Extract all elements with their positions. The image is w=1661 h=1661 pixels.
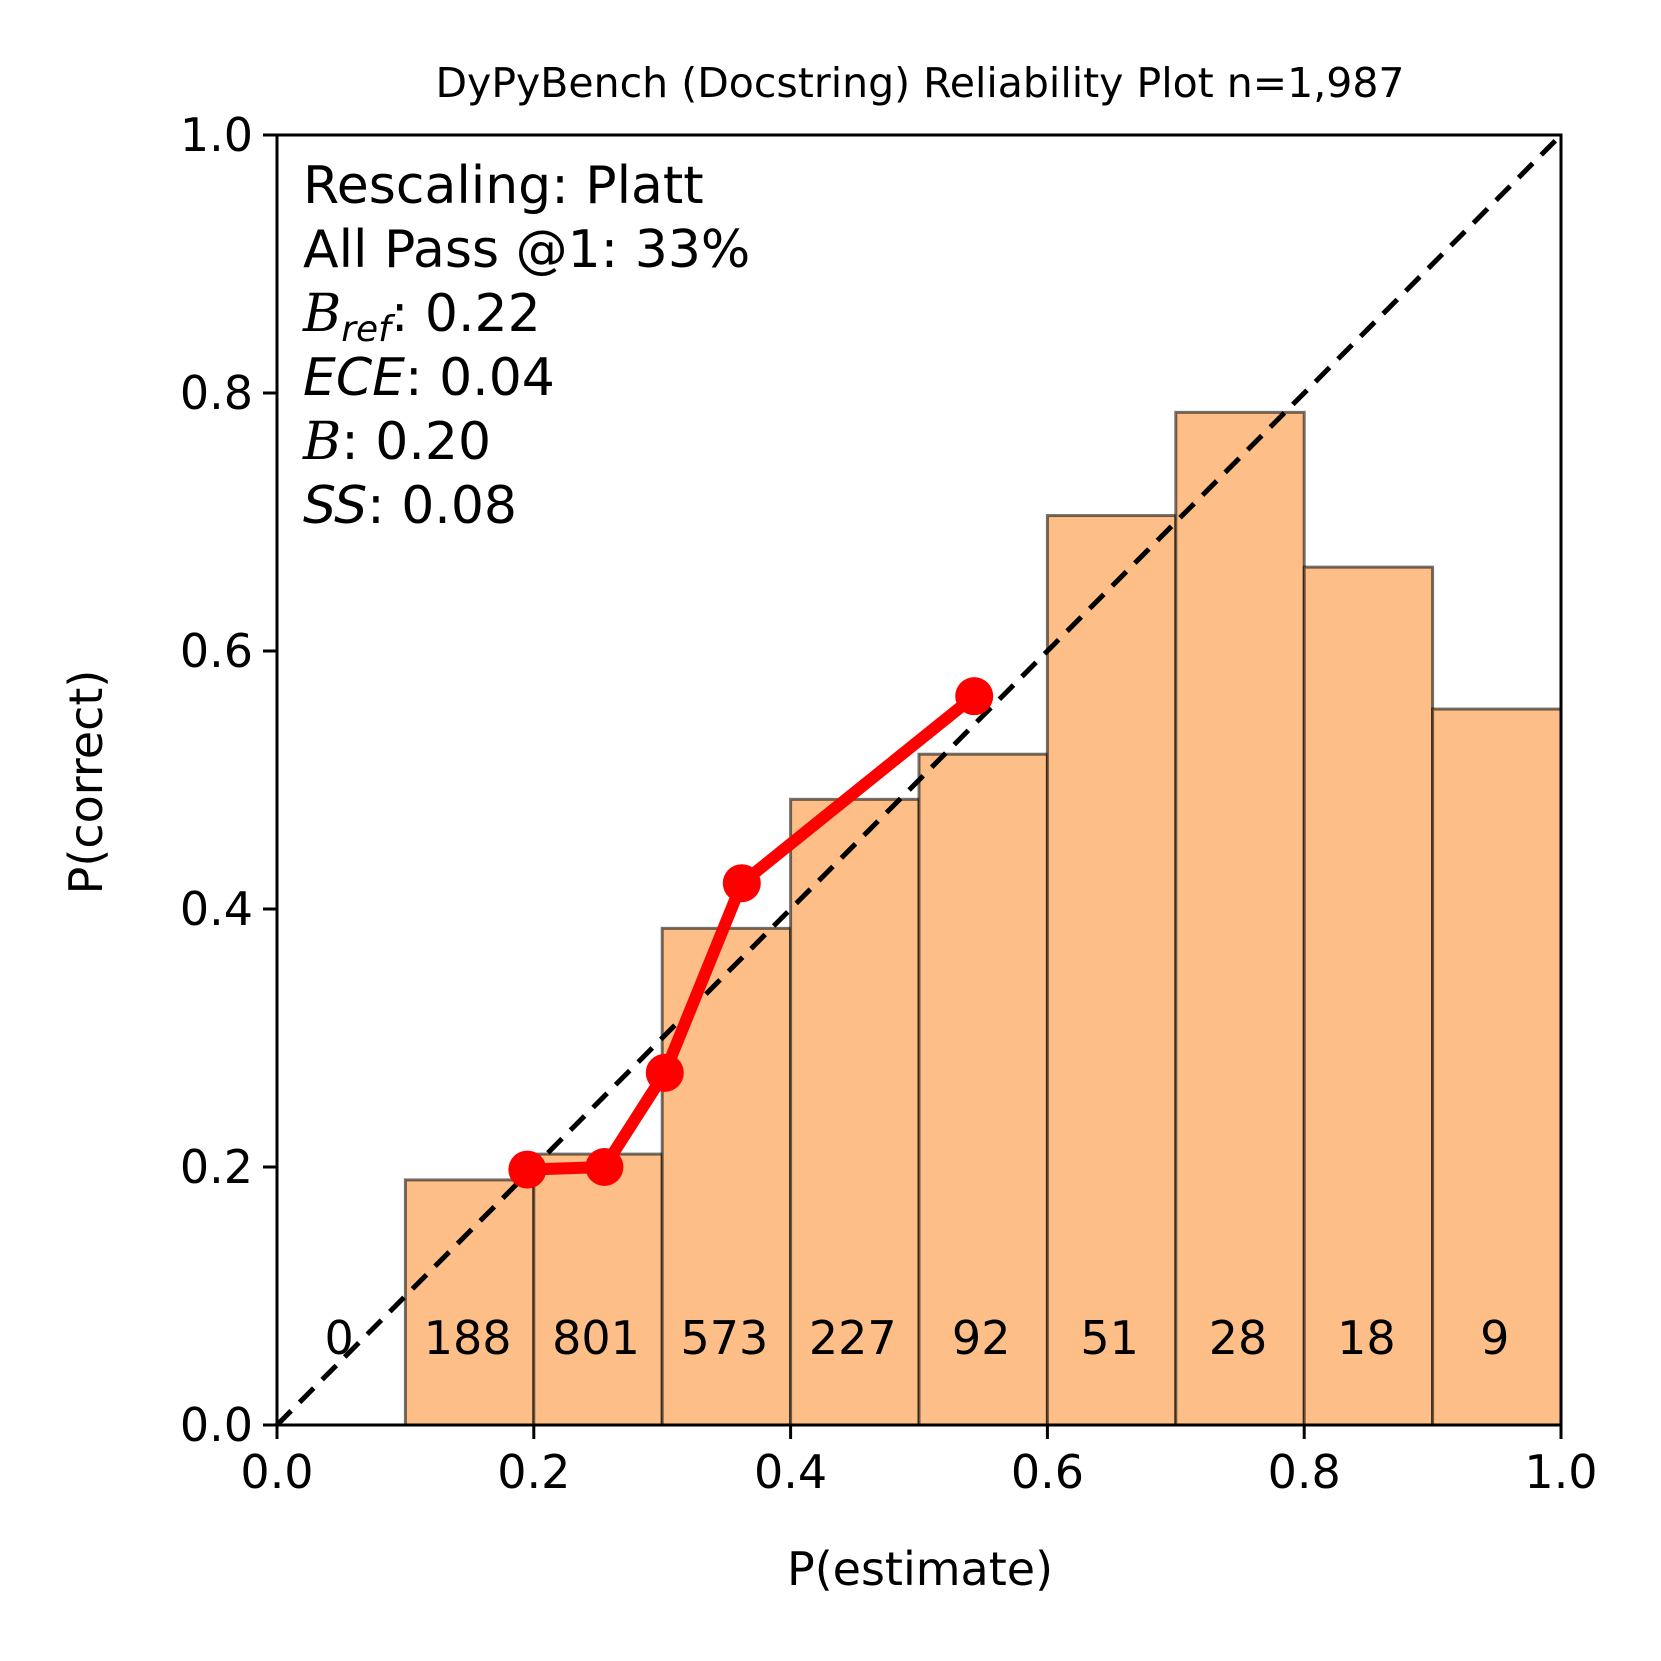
b-value: : 0.20 xyxy=(341,412,491,472)
plot-frame xyxy=(275,133,1563,1427)
y-tick-label: 0.6 xyxy=(180,624,253,678)
bin-count-label: 28 xyxy=(1209,1311,1268,1365)
calibration-point xyxy=(955,677,994,716)
ece-label: ECE xyxy=(303,348,405,408)
ss-label: SS xyxy=(303,476,367,536)
x-tick-label: 0.2 xyxy=(497,1445,570,1499)
b-ref-annotation: Bref: 0.22 xyxy=(302,284,541,350)
bin-counts-group: 0 188 801 573 227 92 51 28 18 9 xyxy=(325,1311,1510,1365)
calibration-point xyxy=(722,864,761,903)
x-tick-label: 0.0 xyxy=(240,1445,313,1499)
y-axis-label: P(correct) xyxy=(59,670,113,895)
bin-bar xyxy=(403,1178,536,1427)
x-tick-label: 0.8 xyxy=(1268,1445,1341,1499)
bins-group xyxy=(403,410,1563,1427)
bin-bar xyxy=(789,797,921,1427)
bin-count-label: 92 xyxy=(952,1311,1011,1365)
x-axis-label: P(estimate) xyxy=(787,1542,1053,1596)
bin-bar xyxy=(1045,514,1178,1427)
bin-count-label: 51 xyxy=(1080,1311,1139,1365)
ece-annotation: ECE: 0.04 xyxy=(303,348,555,408)
y-tick-label: 0.8 xyxy=(180,366,253,420)
x-tick-label: 1.0 xyxy=(1524,1445,1597,1499)
bin-count-label: 188 xyxy=(424,1311,512,1365)
calibration-points-group xyxy=(508,677,994,1189)
ss-value: : 0.08 xyxy=(367,476,517,536)
bin-count-label: 0 xyxy=(325,1311,354,1365)
chart-title: DyPyBench (Docstring) Reliability Plot n… xyxy=(435,59,1404,107)
bin-count-label: 9 xyxy=(1480,1311,1509,1365)
x-axis-ticks: 0.0 0.2 0.4 0.6 0.8 1.0 xyxy=(240,1425,1598,1499)
bin-bar xyxy=(1174,410,1306,1427)
perfect-calibration-diagonal xyxy=(275,133,1563,1427)
rescaling-annotation: Rescaling: Platt xyxy=(303,156,704,216)
metrics-annotation: Rescaling: Platt All Pass @1: 33% Bref: … xyxy=(302,156,750,536)
bin-bar xyxy=(532,1152,664,1427)
b-symbol: B xyxy=(302,412,341,472)
b-ref-symbol: B xyxy=(302,284,341,344)
bin-count-label: 18 xyxy=(1337,1311,1396,1365)
y-tick-label: 0.0 xyxy=(180,1398,253,1452)
calibration-point xyxy=(585,1148,624,1186)
ss-annotation: SS: 0.08 xyxy=(303,476,517,536)
ece-value: : 0.04 xyxy=(405,348,555,408)
y-tick-label: 0.2 xyxy=(180,1140,253,1194)
pass-at-1-annotation: All Pass @1: 33% xyxy=(303,220,750,280)
bin-bar xyxy=(917,752,1049,1427)
b-ref-value: : 0.22 xyxy=(391,284,541,344)
bin-bar xyxy=(1431,707,1563,1427)
b-ref-subscript: ref xyxy=(341,309,396,350)
x-tick-label: 0.6 xyxy=(1011,1445,1084,1499)
calibration-point xyxy=(645,1053,684,1092)
calibration-point xyxy=(508,1150,547,1189)
bin-count-label: 801 xyxy=(552,1311,640,1365)
y-axis-ticks: 0.0 0.2 0.4 0.6 0.8 1.0 xyxy=(180,108,277,1452)
bin-count-label: 573 xyxy=(680,1311,768,1365)
b-annotation: B: 0.20 xyxy=(302,412,491,472)
y-tick-label: 1.0 xyxy=(180,108,253,162)
y-tick-label: 0.4 xyxy=(180,882,253,936)
bin-bar xyxy=(1302,565,1435,1427)
x-tick-label: 0.4 xyxy=(754,1445,827,1499)
bin-count-label: 227 xyxy=(809,1311,897,1365)
